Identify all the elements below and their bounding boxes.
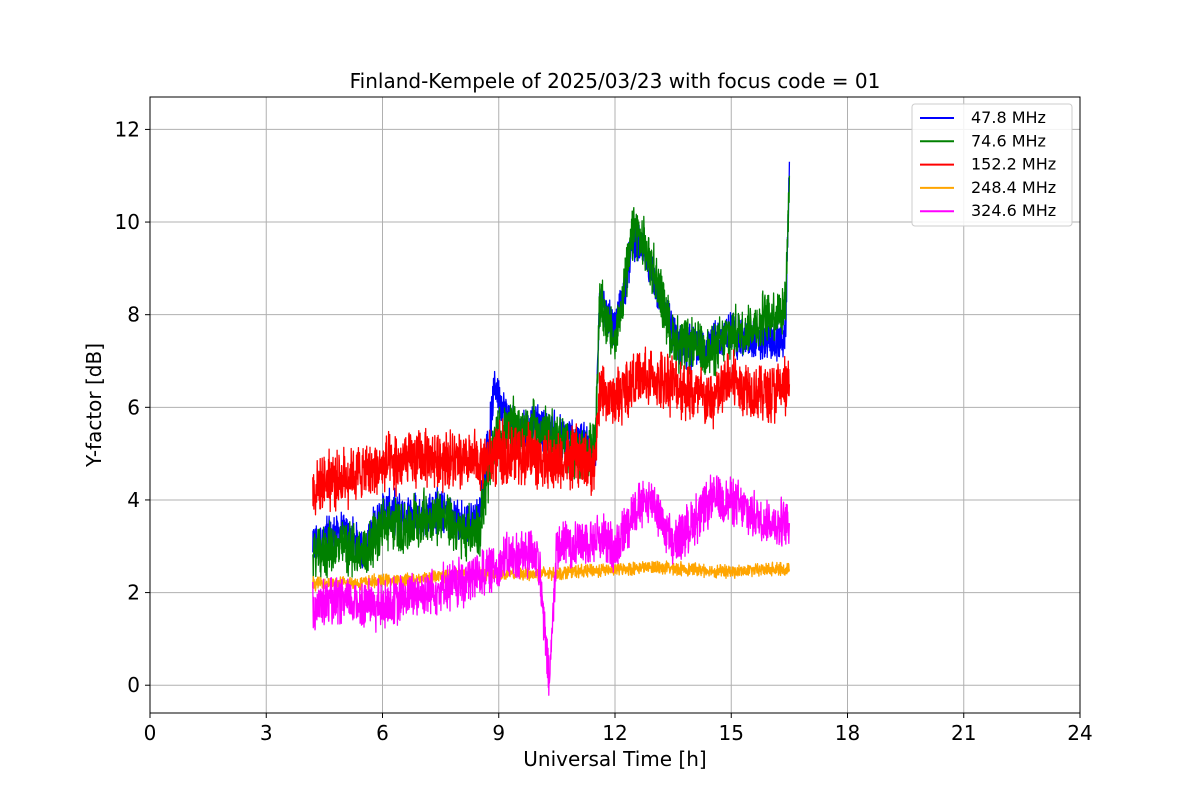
y-tick-label: 10 bbox=[115, 210, 140, 234]
x-tick-label: 15 bbox=[719, 721, 744, 745]
x-tick-label: 6 bbox=[376, 721, 389, 745]
series-lines bbox=[312, 161, 791, 696]
series-line-4 bbox=[312, 474, 791, 696]
chart-title: Finland-Kempele of 2025/03/23 with focus… bbox=[350, 69, 881, 93]
y-axis-ticks: 0 2 4 6 8 10 12 bbox=[115, 117, 150, 697]
legend-frame bbox=[911, 103, 1073, 227]
series-line-1 bbox=[312, 175, 791, 585]
x-axis-ticks: 0 3 6 9 12 15 18 21 24 bbox=[144, 713, 1093, 745]
y-axis-label: Y-factor [dB] bbox=[82, 343, 106, 468]
legend-label-1: 74.6 MHz bbox=[971, 131, 1046, 150]
series-line-3 bbox=[312, 560, 791, 592]
x-tick-label: 0 bbox=[144, 721, 157, 745]
x-tick-label: 21 bbox=[951, 721, 976, 745]
y-tick-label: 12 bbox=[115, 117, 140, 141]
x-tick-label: 24 bbox=[1067, 721, 1092, 745]
series-line-2 bbox=[312, 346, 791, 516]
y-tick-label: 0 bbox=[127, 673, 140, 697]
y-tick-label: 2 bbox=[127, 581, 140, 605]
y-tick-label: 8 bbox=[127, 303, 140, 327]
x-tick-label: 9 bbox=[492, 721, 505, 745]
legend-label-0: 47.8 MHz bbox=[971, 108, 1046, 127]
x-axis-label: Universal Time [h] bbox=[523, 747, 706, 771]
legend-label-4: 324.6 MHz bbox=[971, 201, 1056, 220]
legend-label-3: 248.4 MHz bbox=[971, 178, 1056, 197]
legend: 47.8 MHz 74.6 MHz 152.2 MHz 248.4 MHz 324.6… bbox=[911, 103, 1073, 227]
x-tick-label: 3 bbox=[260, 721, 273, 745]
x-tick-label: 12 bbox=[602, 721, 627, 745]
y-tick-label: 6 bbox=[127, 395, 140, 419]
legend-label-2: 152.2 MHz bbox=[971, 155, 1056, 174]
y-tick-label: 4 bbox=[127, 488, 140, 512]
x-tick-label: 18 bbox=[835, 721, 860, 745]
